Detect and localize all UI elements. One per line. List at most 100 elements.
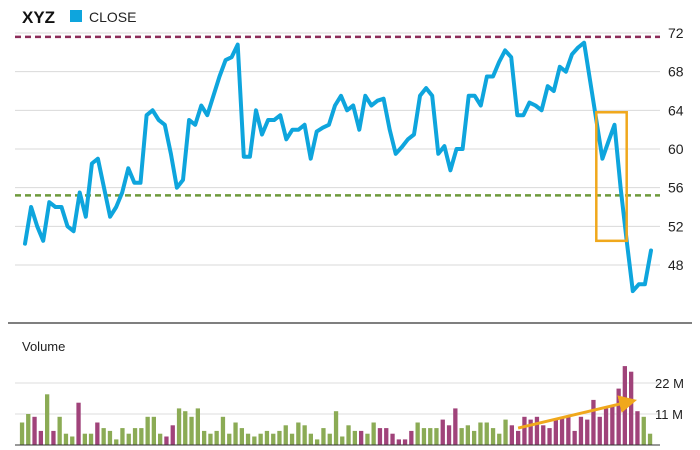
volume-bar — [321, 428, 326, 445]
volume-bar — [95, 422, 100, 445]
volume-bar — [440, 419, 445, 445]
volume-bar — [227, 433, 232, 445]
volume-trend-arrow — [517, 395, 637, 430]
volume-bar — [283, 425, 288, 445]
volume-bar — [566, 416, 571, 445]
volume-tick-label: 22 M — [655, 376, 684, 391]
volume-bar — [308, 433, 313, 445]
volume-bar — [497, 433, 502, 445]
volume-bar — [289, 433, 295, 445]
volume-bar — [465, 425, 470, 445]
volume-bar — [88, 433, 94, 445]
volume-bar — [421, 428, 427, 445]
volume-bar — [453, 408, 458, 445]
volume-bar — [114, 439, 119, 445]
price-tick-label: 56 — [668, 180, 684, 196]
volume-bar — [572, 430, 577, 445]
volume-bar — [176, 408, 182, 445]
volume-bar — [490, 428, 496, 445]
volume-bar — [63, 433, 69, 445]
volume-bar — [333, 411, 339, 445]
volume-bar — [277, 430, 282, 445]
volume-bar — [233, 422, 238, 445]
volume-bar — [202, 430, 207, 445]
volume-bar — [541, 425, 546, 445]
volume-bar — [258, 433, 263, 445]
volume-bar — [132, 428, 138, 445]
volume-bar — [327, 433, 332, 445]
volume-bar — [503, 419, 508, 445]
legend-label-close: CLOSE — [89, 9, 136, 25]
volume-bar — [629, 371, 634, 445]
volume-bar — [547, 428, 552, 445]
volume-bar — [296, 422, 301, 445]
reference-lines — [15, 35, 660, 197]
volume-bar — [45, 394, 50, 445]
volume-bar — [553, 419, 558, 445]
volume-tick-label: 11 M — [655, 407, 683, 422]
volume-bar — [107, 430, 113, 445]
volume-bar — [70, 436, 75, 445]
volume-bar — [32, 416, 37, 445]
volume-bar — [459, 428, 464, 445]
volume-bar — [509, 425, 514, 445]
volume-bar — [591, 399, 596, 445]
volume-bar — [26, 414, 31, 445]
price-tick-label: 72 — [668, 25, 684, 41]
volume-bar — [126, 433, 131, 445]
volume-bar — [183, 411, 188, 445]
volume-bar — [597, 416, 602, 445]
volume-bar — [478, 422, 483, 445]
volume-bar — [101, 428, 106, 445]
volume-bar — [302, 425, 307, 445]
volume-bar — [528, 419, 533, 445]
volume-bar — [151, 416, 156, 445]
volume-bar — [578, 416, 584, 445]
volume-bar — [51, 430, 56, 445]
volume-bar — [346, 425, 351, 445]
close-price-line — [23, 40, 653, 294]
volume-bar — [534, 416, 540, 445]
price-tick-label: 48 — [668, 257, 684, 273]
volume-bar — [635, 411, 640, 445]
price-tick-label: 60 — [668, 141, 684, 157]
volume-y-axis: 11 M 22 M — [655, 376, 684, 422]
volume-bar — [315, 439, 320, 445]
volume-bar — [164, 436, 169, 445]
legend-swatch-close — [70, 10, 82, 22]
volume-bar — [170, 425, 175, 445]
price-tick-label: 52 — [668, 218, 684, 234]
volume-bar — [158, 433, 163, 445]
volume-bar — [396, 439, 401, 445]
price-tick-label: 64 — [668, 102, 684, 118]
volume-bar — [365, 433, 370, 445]
price-y-axis: 48 52 56 60 64 68 72 — [668, 25, 684, 273]
price-tick-label: 68 — [668, 64, 684, 80]
chart-title: XYZ — [22, 8, 55, 27]
volume-bar — [616, 388, 621, 445]
volume-bar — [38, 430, 43, 445]
highlight-box — [595, 111, 628, 243]
volume-bar — [516, 430, 521, 445]
volume-bar — [472, 430, 477, 445]
volume-bar — [214, 430, 219, 445]
volume-bar — [402, 439, 408, 445]
volume-bars — [19, 366, 653, 445]
volume-bar — [19, 422, 25, 445]
volume-title: Volume — [22, 339, 65, 354]
volume-bar — [264, 430, 270, 445]
volume-bar — [189, 416, 194, 445]
volume-bar — [622, 366, 627, 445]
volume-bar — [139, 428, 144, 445]
volume-bar — [390, 433, 395, 445]
volume-bar — [434, 428, 439, 445]
volume-bar — [208, 433, 213, 445]
volume-bar — [428, 428, 433, 445]
volume-bar — [57, 416, 62, 445]
volume-bar — [371, 422, 376, 445]
volume-bar — [446, 425, 452, 445]
volume-bar — [252, 436, 257, 445]
volume-bar — [340, 436, 345, 445]
volume-bar — [245, 433, 251, 445]
